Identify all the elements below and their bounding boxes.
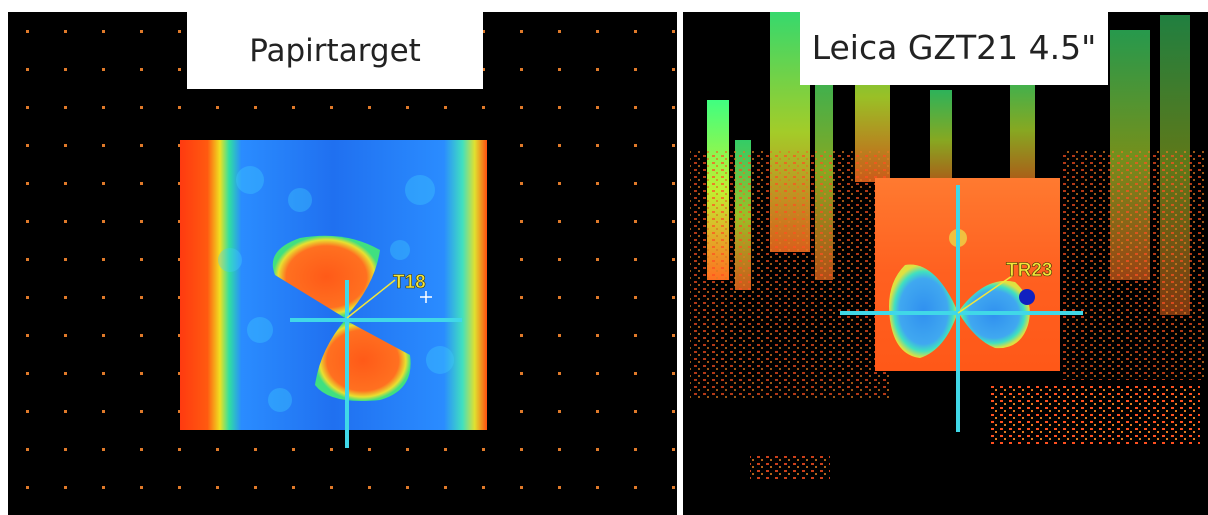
panel-title: Leica GZT21 4.5" bbox=[812, 28, 1097, 67]
panel-title: Papirtarget bbox=[249, 33, 421, 69]
target-label: T18 bbox=[393, 272, 426, 293]
target-dot bbox=[1019, 289, 1035, 305]
screenshot: T18 Papirtarget TR23 L bbox=[0, 0, 1208, 515]
left-panel: T18 Papirtarget bbox=[8, 12, 677, 515]
right-panel: TR23 Leica GZT21 4.5" bbox=[683, 12, 1208, 515]
target-label: TR23 bbox=[1006, 260, 1052, 281]
